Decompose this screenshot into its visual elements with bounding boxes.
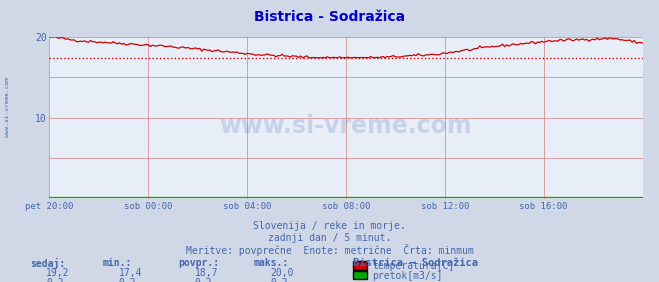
Text: pretok[m3/s]: pretok[m3/s] [372, 270, 443, 281]
Text: 18,7: 18,7 [194, 268, 218, 278]
Text: 20,0: 20,0 [270, 268, 294, 278]
Text: Bistrica - Sodražica: Bistrica - Sodražica [254, 10, 405, 24]
Text: min.:: min.: [102, 258, 132, 268]
Text: www.si-vreme.com: www.si-vreme.com [219, 114, 473, 138]
Text: www.si-vreme.com: www.si-vreme.com [5, 77, 11, 137]
Text: 17,4: 17,4 [119, 268, 142, 278]
Text: temperatura[C]: temperatura[C] [372, 261, 455, 271]
Text: sedaj:: sedaj: [30, 258, 65, 269]
Text: Meritve: povprečne  Enote: metrične  Črta: minmum: Meritve: povprečne Enote: metrične Črta:… [186, 244, 473, 256]
Text: Bistrica – Sodražica: Bistrica – Sodražica [353, 258, 478, 268]
Text: Slovenija / reke in morje.: Slovenija / reke in morje. [253, 221, 406, 231]
Text: 0,2: 0,2 [194, 278, 212, 282]
Text: povpr.:: povpr.: [178, 258, 219, 268]
Text: 0,2: 0,2 [119, 278, 136, 282]
Text: zadnji dan / 5 minut.: zadnji dan / 5 minut. [268, 233, 391, 243]
Text: 0,2: 0,2 [46, 278, 64, 282]
Text: 0,2: 0,2 [270, 278, 288, 282]
Text: 19,2: 19,2 [46, 268, 70, 278]
Text: maks.:: maks.: [254, 258, 289, 268]
